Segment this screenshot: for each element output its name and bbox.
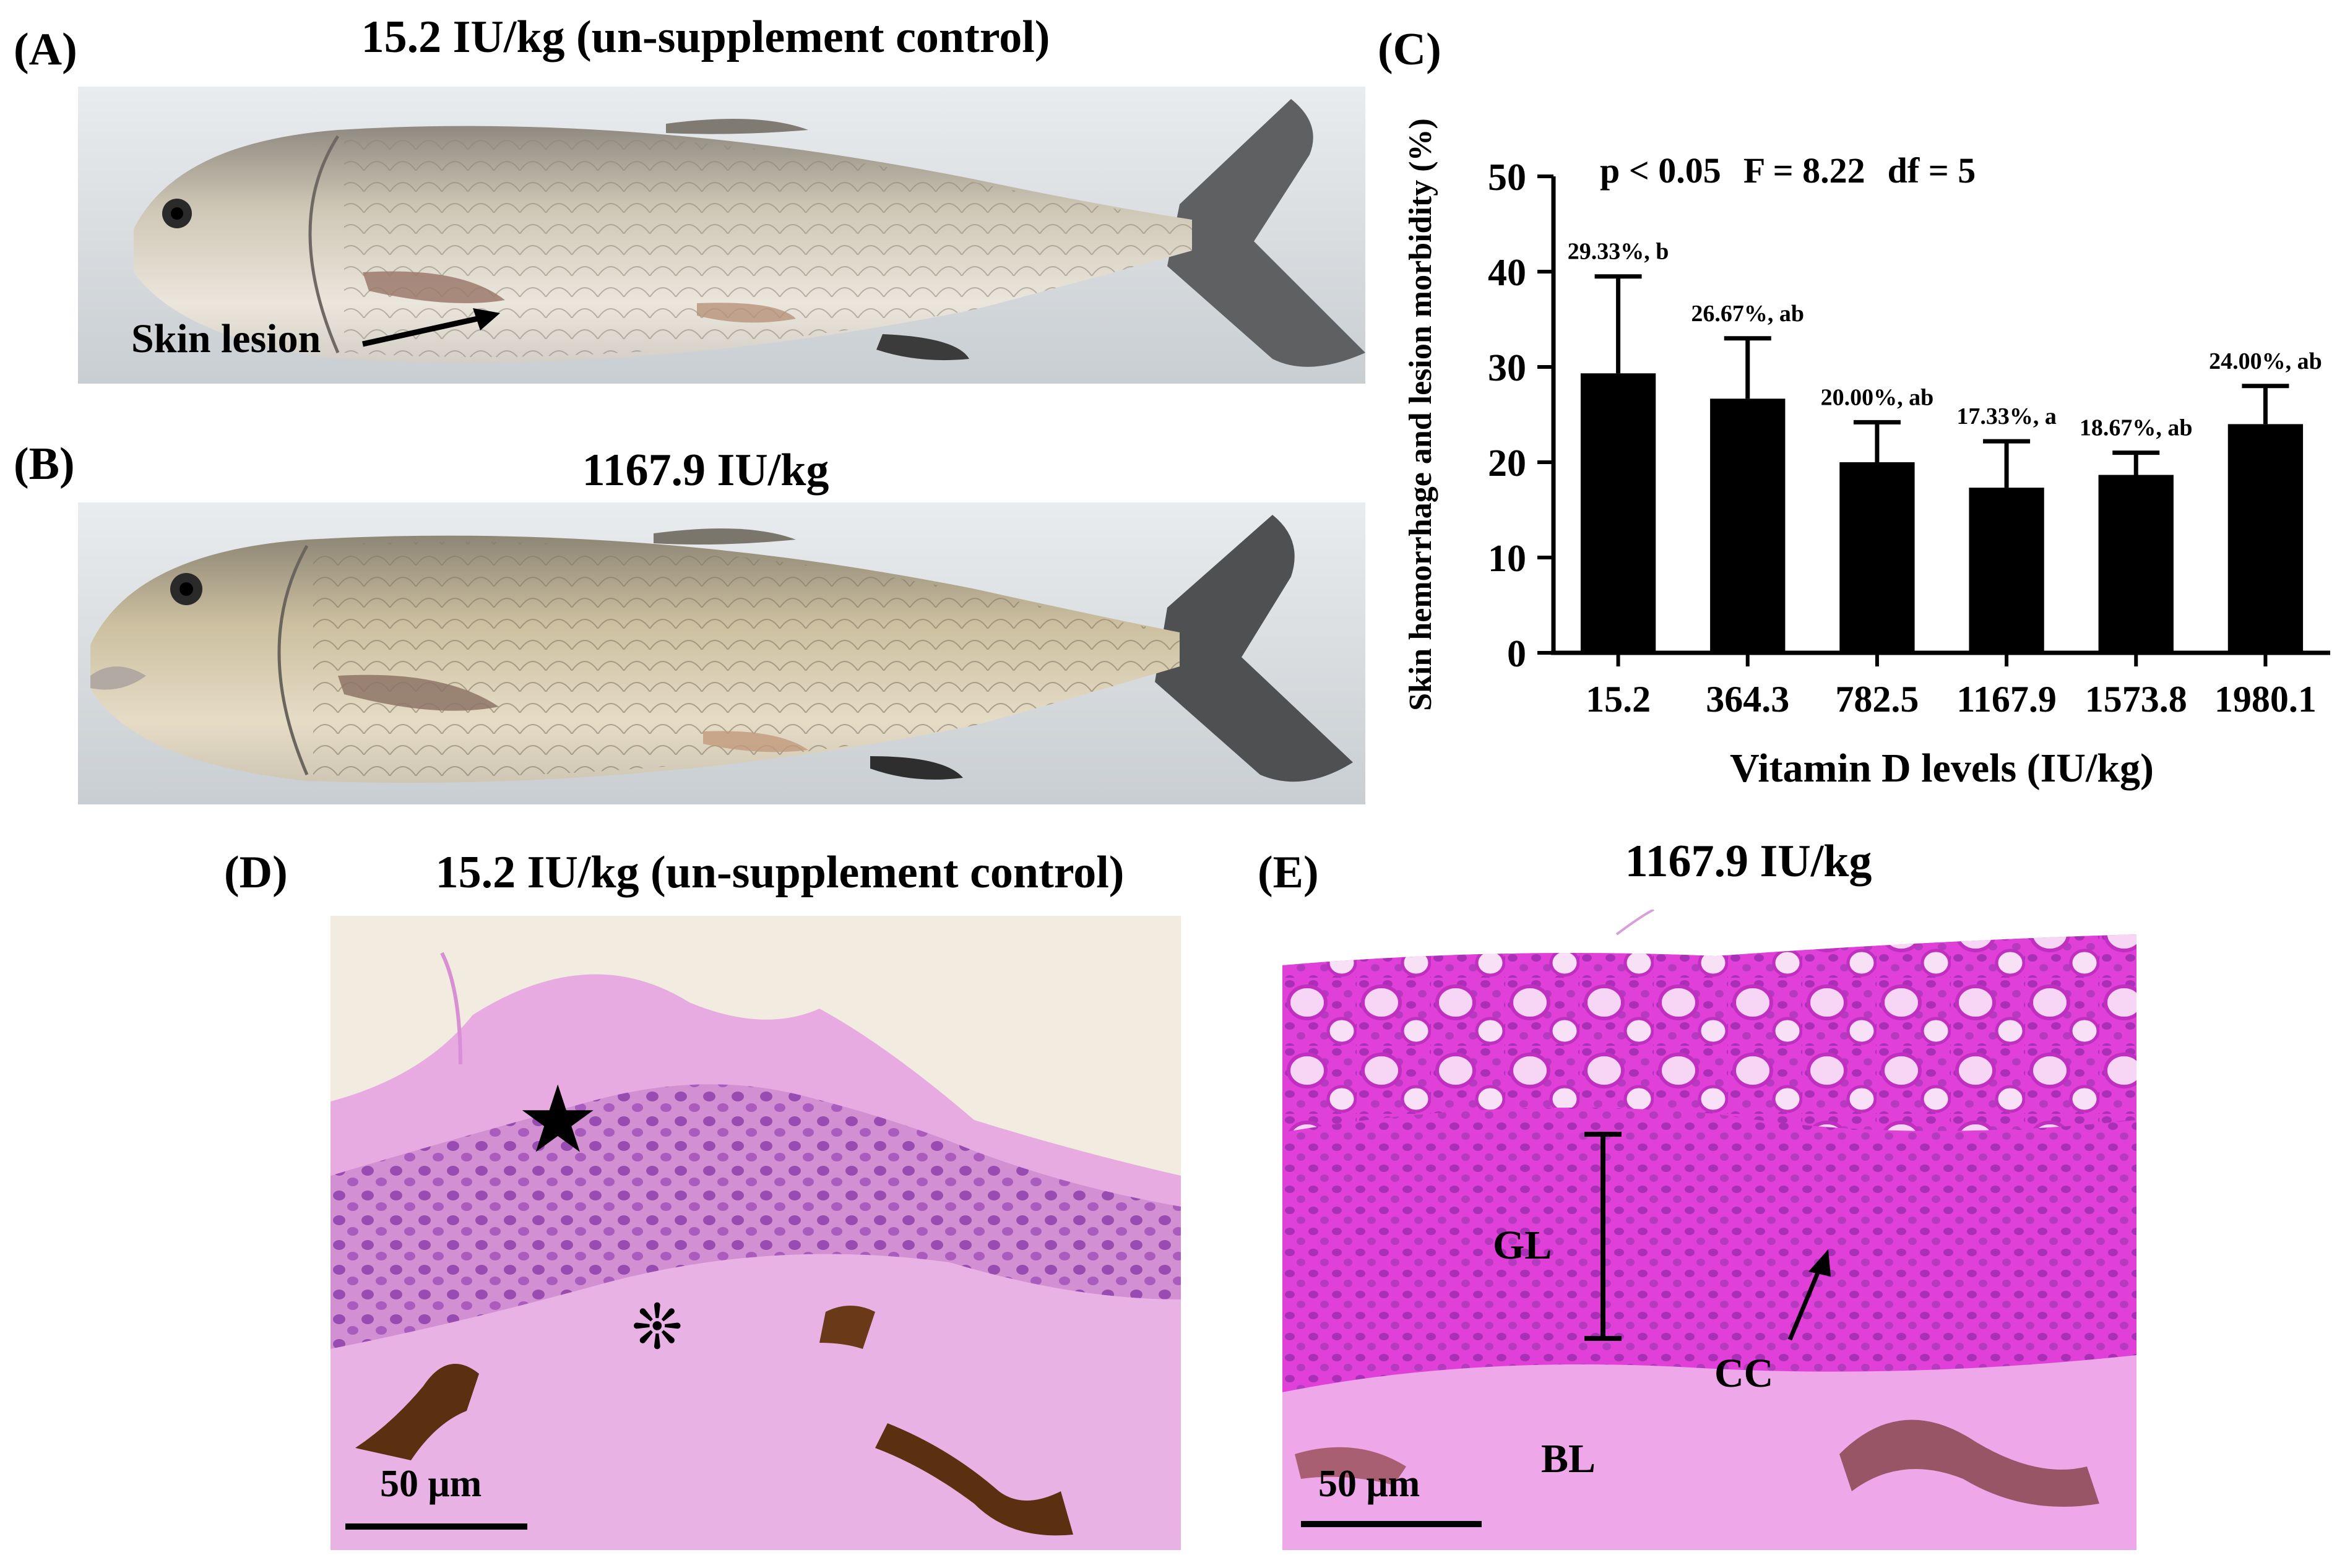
panel-a-letter: (A) bbox=[14, 24, 77, 75]
panel-b-letter: (B) bbox=[14, 439, 75, 489]
gl-bracket bbox=[1584, 1132, 1622, 1341]
x-tick-label: 782.5 bbox=[1835, 679, 1919, 720]
y-tick-label: 30 bbox=[1488, 347, 1526, 389]
cc-arrow bbox=[1787, 1249, 1831, 1341]
panel-d-letter: (D) bbox=[224, 847, 288, 898]
y-tick-label: 10 bbox=[1488, 538, 1526, 580]
panel-e-scale-label: 50 μm bbox=[1318, 1463, 1420, 1505]
histology-illustration-e bbox=[1282, 910, 2136, 1550]
panel-e-histology-image: GL CC BL 50 μm bbox=[1282, 910, 2136, 1550]
gl-label: GL bbox=[1493, 1223, 1552, 1268]
panel-d-scale-bar bbox=[345, 1523, 527, 1530]
x-tick-label: 1167.9 bbox=[1956, 679, 2057, 720]
data-label: 18.67%, ab bbox=[2080, 415, 2193, 441]
data-label: 29.33%, b bbox=[1568, 239, 1669, 265]
panel-e-letter: (E) bbox=[1258, 847, 1319, 898]
bar bbox=[1969, 488, 2044, 653]
y-axis-label: Skin hemorrhage and lesion morbidity (%) bbox=[1403, 118, 1438, 711]
data-label: 26.67%, ab bbox=[1691, 301, 1804, 327]
skin-lesion-arrow bbox=[362, 308, 500, 347]
bar bbox=[2098, 475, 2174, 653]
x-tick-label: 1980.1 bbox=[2214, 679, 2317, 720]
y-tick-label: 20 bbox=[1488, 442, 1526, 485]
panel-d-title: 15.2 IU/kg (un-supplement control) bbox=[435, 847, 1125, 898]
stats-item: F = 8.22 bbox=[1743, 150, 1865, 191]
bar bbox=[1710, 398, 1786, 653]
stats-annotation: p < 0.05 F = 8.22 df = 5 bbox=[1600, 150, 1976, 191]
panel-e-title: 1167.9 IU/kg bbox=[1625, 836, 1872, 887]
panel-d-scale-label: 50 μm bbox=[380, 1463, 482, 1505]
data-label: 17.33%, a bbox=[1956, 403, 2057, 429]
fish-illustration-b bbox=[90, 515, 1353, 783]
bar-chart: 0 10 20 30 40 50 29.33%, b 15.2 26.67%, ab 364.3 2… bbox=[1403, 118, 2330, 791]
cc-label: CC bbox=[1714, 1351, 1774, 1396]
stats-item: p < 0.05 bbox=[1600, 150, 1721, 191]
asterisk-marker: ❊ bbox=[631, 1291, 683, 1363]
star-marker: ★ bbox=[516, 1066, 600, 1174]
x-tick-label: 1573.8 bbox=[2085, 679, 2187, 720]
bar bbox=[1580, 373, 1656, 653]
y-tick-label: 0 bbox=[1507, 633, 1526, 675]
fish-illustration-a bbox=[134, 99, 1365, 367]
skin-lesion-label: Skin lesion bbox=[131, 316, 321, 361]
x-tick-label: 15.2 bbox=[1586, 679, 1651, 720]
y-tick-label: 50 bbox=[1488, 157, 1526, 199]
x-tick-label: 364.3 bbox=[1706, 679, 1789, 720]
data-label: 20.00%, ab bbox=[1821, 384, 1934, 410]
panel-e-scale-bar bbox=[1301, 1521, 1482, 1527]
bar bbox=[2227, 424, 2304, 653]
panel-a-title: 15.2 IU/kg (un-supplement control) bbox=[361, 12, 1050, 62]
y-tick-label: 40 bbox=[1488, 252, 1526, 294]
histology-illustration-d bbox=[330, 952, 1181, 1550]
bl-label: BL bbox=[1541, 1436, 1596, 1481]
panel-b-title: 1167.9 IU/kg bbox=[582, 445, 829, 496]
panel-c-letter: (C) bbox=[1378, 24, 1441, 75]
bar bbox=[1839, 462, 1915, 653]
x-axis-label: Vitamin D levels (IU/kg) bbox=[1730, 746, 2154, 791]
stats-item: df = 5 bbox=[1888, 150, 1976, 191]
panel-a-fish-photo: Skin lesion bbox=[78, 87, 1365, 384]
panel-b-fish-photo bbox=[78, 502, 1365, 804]
data-label: 24.00%, ab bbox=[2209, 348, 2322, 374]
panel-d-histology-image: ★ ❊ 50 μm bbox=[330, 916, 1181, 1550]
